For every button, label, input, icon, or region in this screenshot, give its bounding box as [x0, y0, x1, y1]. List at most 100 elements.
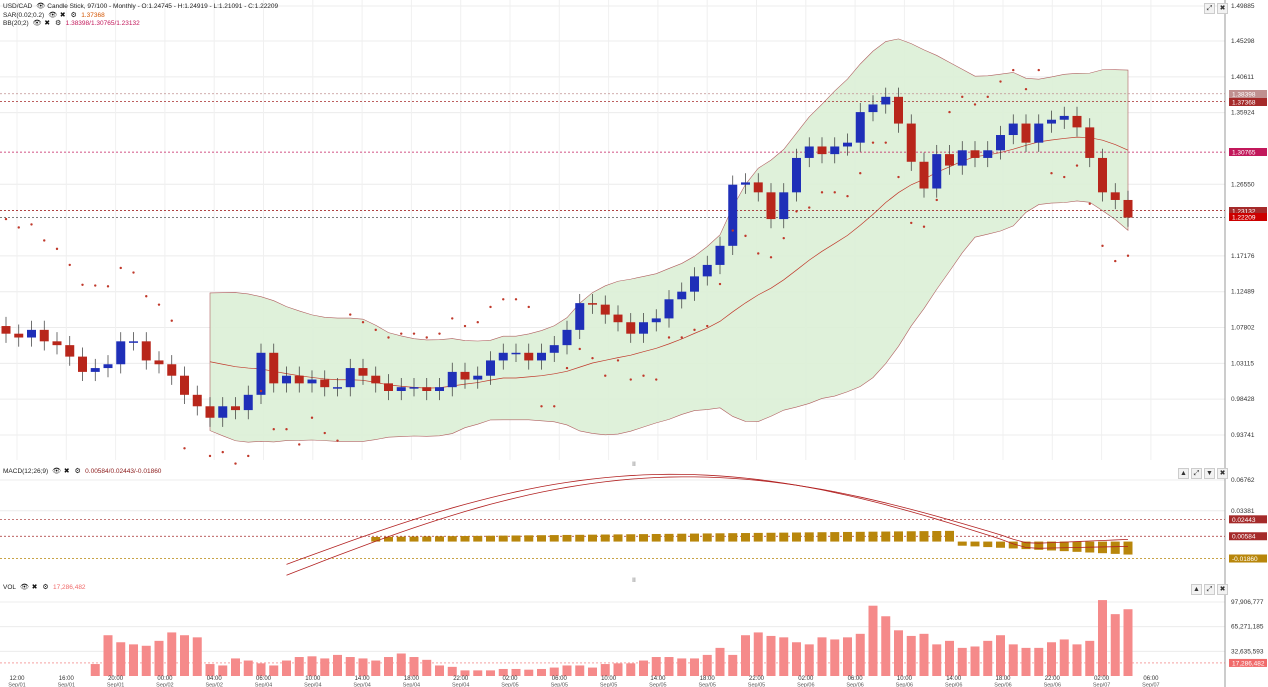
macd-histogram-bar	[498, 535, 508, 542]
sar-dot	[693, 328, 696, 332]
x-tick-date: Sep/06	[945, 683, 962, 687]
candle	[65, 345, 75, 357]
candle	[957, 150, 967, 166]
macd-legend: MACD(12;26;9) 👁 ✖ ⚙ 0.00584/0.02443/-0.0…	[3, 468, 161, 477]
close-icon[interactable]: ✖	[44, 20, 51, 28]
macd-pane[interactable]: 0.06762 0.03381 0.02443 0.00584 -0.01860 MAC…	[0, 466, 1268, 582]
volume-bar	[728, 654, 738, 676]
candle	[830, 146, 840, 155]
candle	[14, 333, 24, 338]
x-tick-label: 22:00	[453, 676, 469, 682]
candle	[1072, 115, 1082, 128]
macd-badge-label: 0.02443	[1232, 517, 1256, 524]
resize-grip-icon[interactable]: ||	[629, 578, 639, 585]
volume-bar	[1085, 640, 1095, 676]
close-icon[interactable]: ✖	[1217, 584, 1228, 595]
candle	[256, 352, 266, 395]
sar-dot	[463, 324, 467, 328]
y-tick-label: 97,906,777	[1231, 599, 1264, 606]
move-up-icon[interactable]: ▲	[1191, 584, 1202, 595]
move-up-icon[interactable]: ▲	[1178, 468, 1189, 479]
gear-icon[interactable]: ⚙	[55, 20, 62, 28]
macd-histogram-bar	[1034, 541, 1044, 550]
candle	[919, 161, 929, 189]
macd-histogram-bar	[766, 532, 776, 542]
volume-bar	[333, 654, 342, 676]
visibility-icon[interactable]: 👁	[20, 584, 29, 592]
macd-histogram-bar	[664, 533, 674, 542]
sar-dot	[1050, 172, 1053, 175]
candle	[804, 146, 814, 158]
candle	[52, 341, 62, 346]
macd-histogram-bar	[626, 534, 636, 542]
x-tick-date: Sep/04	[304, 683, 321, 687]
candle	[473, 375, 483, 380]
maximize-icon[interactable]: ⤢	[1191, 468, 1202, 479]
close-icon[interactable]: ✖	[31, 584, 38, 592]
candle	[498, 352, 508, 361]
candle	[333, 387, 342, 389]
volume-chart[interactable]: 97,906,777 65,271,185 32,635,593 17,286,482…	[0, 582, 1268, 687]
candle	[167, 364, 177, 376]
x-tick-date: Sep/05	[698, 683, 715, 687]
sar-dot	[94, 284, 97, 287]
resize-grip-icon[interactable]: ||	[629, 462, 639, 469]
sar-dot	[234, 462, 237, 465]
sar-dot	[4, 217, 8, 221]
y-tick-label: 0.98428	[1231, 396, 1255, 403]
volume-bar	[1098, 600, 1107, 676]
sar-dot	[808, 206, 811, 209]
candle	[524, 352, 534, 361]
candle	[243, 394, 253, 411]
close-icon[interactable]: ✖	[59, 11, 66, 19]
price-badge	[1229, 90, 1267, 98]
x-tick-date: Sep/02	[156, 683, 173, 687]
price-pane[interactable]: 1.49885 1.45298 1.40611 1.35924 1.26550 1.171…	[0, 0, 1268, 466]
volume-bar	[562, 665, 572, 676]
x-tick-date: Sep/01	[58, 683, 75, 687]
candle	[320, 379, 330, 388]
volume-bar	[741, 635, 750, 676]
sar-dot	[438, 332, 441, 335]
macd-chart[interactable]: 0.06762 0.03381 0.02443 0.00584 -0.01860	[0, 466, 1268, 582]
gear-icon[interactable]: ⚙	[70, 11, 77, 19]
y-tick-label: 1.26550	[1231, 181, 1255, 188]
candle	[945, 154, 954, 166]
move-down-icon[interactable]: ▼	[1204, 468, 1215, 479]
close-icon[interactable]: ✖	[1217, 468, 1228, 479]
volume-bar	[651, 657, 661, 676]
macd-histogram-bar	[728, 533, 738, 542]
macd-histogram-bar	[511, 535, 521, 542]
price-badge-label: 1.30765	[1232, 150, 1256, 157]
visibility-icon[interactable]: 👁	[52, 468, 62, 476]
volume-pane[interactable]: 97,906,777 65,271,185 32,635,593 17,286,482…	[0, 582, 1268, 687]
macd-histogram-bar	[1059, 541, 1069, 552]
visibility-icon[interactable]: 👁	[32, 20, 42, 28]
candle	[371, 375, 381, 384]
maximize-icon[interactable]: ⤢	[1204, 584, 1215, 595]
close-icon[interactable]: ✖	[63, 468, 70, 476]
x-tick-date: Sep/06	[846, 683, 863, 687]
visibility-icon[interactable]: 👁	[48, 11, 58, 19]
gear-icon[interactable]: ⚙	[42, 584, 49, 592]
y-tick-label: 1.03115	[1231, 360, 1254, 367]
candle	[817, 146, 827, 155]
macd-histogram-bar	[919, 531, 929, 542]
volume-bar	[473, 670, 483, 676]
price-chart[interactable]: 1.49885 1.45298 1.40611 1.35924 1.26550 1.171…	[0, 0, 1268, 466]
volume-bar	[460, 670, 470, 676]
x-tick-label: 20:00	[108, 676, 124, 682]
candle	[639, 322, 648, 334]
visibility-icon[interactable]: 👁	[36, 3, 46, 11]
sar-dot	[323, 431, 326, 435]
close-icon[interactable]: ✖	[1217, 3, 1228, 14]
candle	[90, 368, 100, 372]
y-tick-label: 1.45298	[1231, 38, 1255, 45]
gear-icon[interactable]: ⚙	[74, 468, 81, 476]
x-tick-label: 04:00	[207, 676, 223, 682]
candle	[651, 318, 661, 323]
maximize-icon[interactable]: ⤢	[1204, 3, 1215, 14]
x-tick-label: 06:00	[552, 676, 568, 682]
sar-dot	[897, 175, 900, 179]
macd-histogram-bar	[996, 541, 1005, 548]
